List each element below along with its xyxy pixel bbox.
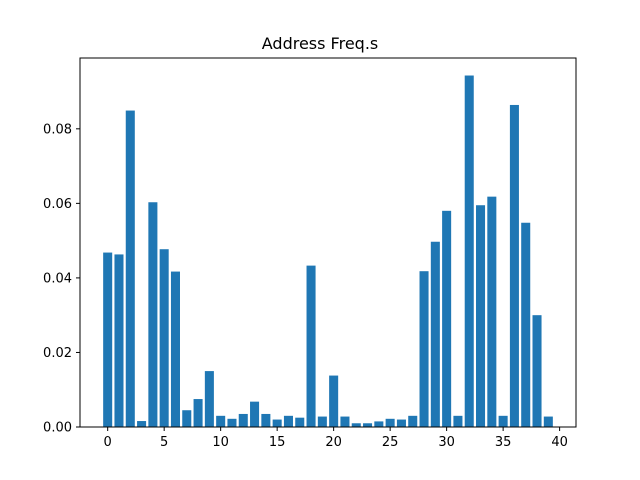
bar-22 (351, 423, 361, 427)
x-tick-label: 35 (495, 435, 512, 450)
bar-9 (204, 371, 214, 427)
bar-38 (532, 315, 542, 427)
bar-10 (216, 415, 226, 427)
plot-frame (79, 57, 577, 428)
x-tick-label: 15 (269, 435, 286, 450)
bar-11 (227, 418, 237, 427)
bar-8 (193, 399, 203, 427)
y-tick-label: 0.02 (43, 346, 72, 361)
bar-14 (261, 413, 271, 427)
x-tick-label: 40 (551, 435, 568, 450)
chart-title: Address Freq.s (262, 34, 379, 53)
bar-30 (442, 210, 452, 427)
bars-group (103, 75, 553, 428)
bar-39 (543, 416, 553, 427)
x-tick-label: 0 (104, 435, 112, 450)
bar-1 (114, 254, 124, 427)
bar-2 (125, 110, 135, 428)
bar-0 (103, 252, 113, 427)
bar-15 (272, 419, 282, 427)
bar-26 (396, 419, 406, 427)
y-tick-label: 0.04 (43, 271, 72, 286)
bar-20 (329, 375, 339, 427)
bar-19 (317, 416, 327, 427)
bar-35 (498, 415, 508, 427)
bar-7 (182, 410, 192, 427)
x-tick-label: 30 (438, 435, 455, 450)
y-tick-label: 0.00 (43, 421, 72, 436)
bar-32 (464, 75, 474, 428)
x-tick-label: 20 (325, 435, 342, 450)
bar-3 (137, 421, 147, 427)
bar-6 (170, 271, 180, 427)
bar-36 (509, 104, 519, 428)
bar-25 (385, 418, 395, 427)
bar-5 (159, 249, 169, 427)
bar-27 (408, 415, 418, 427)
bar-4 (148, 202, 158, 427)
bar-31 (453, 415, 463, 427)
bar-29 (430, 241, 440, 427)
bar-33 (476, 205, 486, 427)
bar-34 (487, 196, 497, 427)
y-tick-label: 0.06 (43, 197, 72, 212)
x-axis-ticks: 0 5 10 15 20 25 30 35 40 (104, 427, 568, 450)
bar-13 (250, 401, 260, 427)
x-tick-label: 25 (382, 435, 399, 450)
bar-16 (283, 415, 293, 427)
bar-17 (295, 417, 305, 427)
x-tick-label: 5 (160, 435, 168, 450)
bar-12 (238, 413, 248, 427)
bar-23 (363, 423, 373, 427)
x-tick-label: 10 (212, 435, 229, 450)
bar-18 (306, 265, 316, 427)
bar-24 (374, 421, 384, 427)
bar-21 (340, 416, 350, 427)
bar-28 (419, 271, 429, 427)
bar-37 (521, 222, 531, 427)
y-axis-ticks: 0.00 0.02 0.04 0.06 0.08 (43, 122, 80, 436)
y-tick-label: 0.08 (43, 122, 72, 137)
